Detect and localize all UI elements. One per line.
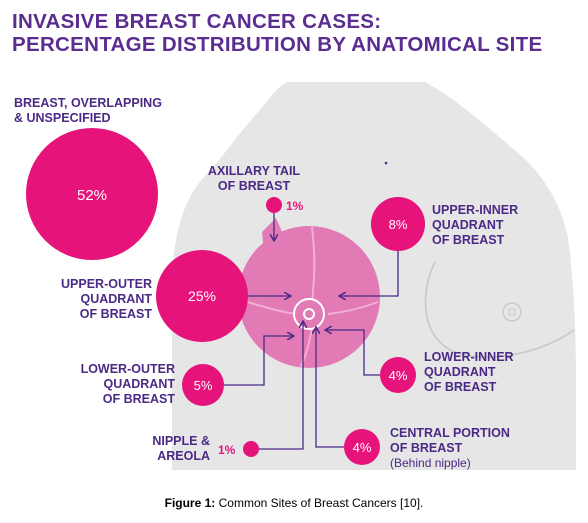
title-line-2: PERCENTAGE DISTRIBUTION BY ANATOMICAL SI… — [12, 33, 543, 56]
bubble-lower-outer — [182, 364, 224, 406]
right-nipple — [502, 302, 522, 322]
label-nipple: NIPPLE & AREOLA — [152, 434, 210, 463]
bubble-central — [344, 429, 380, 465]
arrow-nipple — [259, 322, 303, 450]
bubble-upper-outer — [156, 250, 248, 342]
label-upper-inner: UPPER-INNER QUADRANT OF BREAST — [432, 203, 519, 247]
label-lower-inner: LOWER-INNER QUADRANT OF BREAST — [424, 350, 514, 394]
label-axillary: AXILLARY TAIL OF BREAST — [207, 164, 301, 193]
value-overlapping: 52% — [77, 187, 107, 204]
value-upper-inner: 8% — [389, 217, 408, 232]
breast-shape — [238, 226, 380, 368]
value-upper-outer: 25% — [188, 288, 216, 304]
arrow-central — [316, 328, 344, 448]
nipple — [303, 308, 315, 320]
arrow-upper-inner — [340, 251, 399, 296]
caption-text: Common Sites of Breast Cancers [10]. — [215, 496, 424, 510]
value-central: 4% — [353, 440, 372, 455]
bubble-overlapping — [26, 128, 158, 260]
figure-caption: Figure 1: Common Sites of Breast Cancers… — [0, 496, 588, 510]
value-axillary: 1% — [286, 199, 304, 213]
arrow-lower-outer — [224, 336, 293, 386]
arrow-lower-inner — [326, 330, 380, 376]
caption-prefix: Figure 1: — [164, 496, 216, 510]
bubble-axillary — [266, 197, 282, 213]
bubble-nipple — [243, 441, 259, 457]
label-overlapping: BREAST, OVERLAPPING & UNSPECIFIED — [14, 96, 162, 125]
value-lower-outer: 5% — [194, 378, 213, 393]
value-lower-inner: 4% — [389, 368, 408, 383]
title-line-1: INVASIVE BREAST CANCER CASES: — [12, 10, 382, 33]
areola — [293, 298, 325, 330]
label-upper-outer: UPPER-OUTER QUADRANT OF BREAST — [61, 277, 152, 321]
label-lower-outer: LOWER-OUTER QUADRANT OF BREAST — [80, 362, 175, 406]
bubble-lower-inner — [380, 357, 416, 393]
label-central: CENTRAL PORTION OF BREAST (Behind nipple… — [390, 426, 510, 470]
value-nipple: 1% — [218, 443, 236, 457]
right-breast-contour — [424, 261, 575, 358]
bubble-upper-inner — [371, 197, 425, 251]
